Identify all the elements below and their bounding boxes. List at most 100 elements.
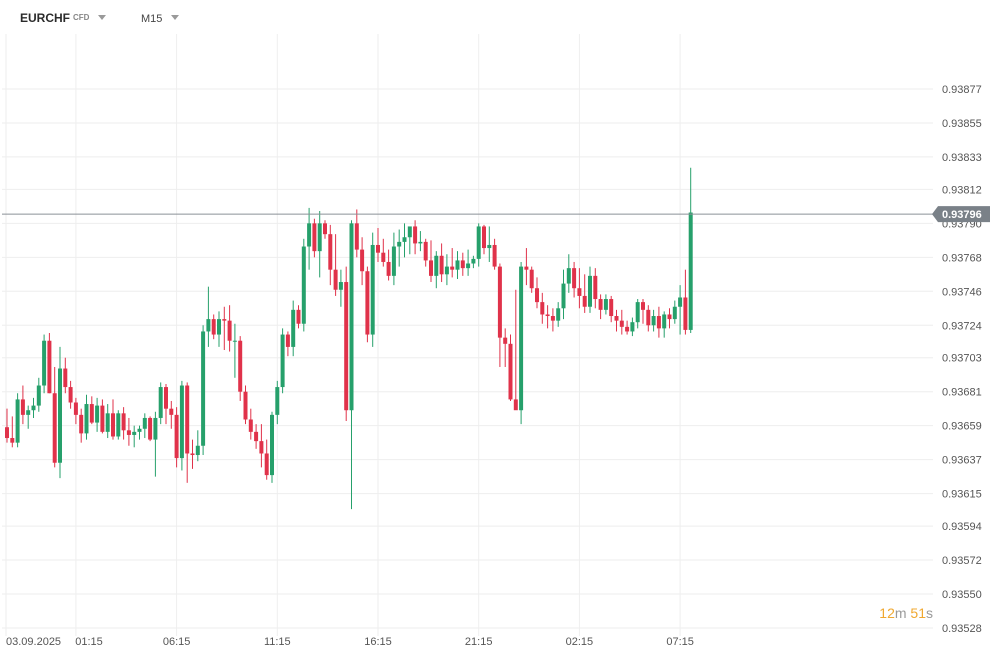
candle-body: [84, 404, 89, 434]
timeframe-label: M15: [141, 13, 163, 25]
candle-body: [561, 283, 566, 309]
symbol-selector[interactable]: EURCHF CFD: [20, 11, 107, 25]
candle-body: [63, 368, 68, 388]
candle-body: [471, 258, 476, 264]
grid: [2, 34, 933, 636]
candle-body: [42, 340, 47, 386]
y-tick-label: 0.93746: [942, 286, 982, 298]
y-tick-label: 0.93855: [942, 118, 982, 130]
candle-body: [641, 302, 645, 310]
candle-body: [217, 319, 221, 335]
candle-body: [476, 226, 481, 259]
candle-body: [227, 320, 232, 341]
candle-body: [370, 244, 375, 335]
candle-body: [238, 340, 243, 392]
x-tick-label: 06:15: [163, 636, 191, 648]
candle-body: [248, 419, 253, 432]
y-tick-label: 0.93659: [942, 421, 982, 433]
x-tick-label: 16:15: [364, 636, 392, 648]
candle-body: [36, 385, 41, 406]
candle-body: [26, 410, 31, 415]
candle-body: [434, 255, 439, 276]
candle-body: [206, 319, 211, 332]
candle-body: [550, 316, 555, 321]
candle-body: [354, 223, 359, 250]
candle-body: [386, 261, 391, 276]
candle-body: [190, 453, 195, 456]
candle-body: [360, 249, 365, 272]
candle-body: [137, 428, 142, 432]
candle-body: [5, 427, 9, 439]
y-tick-label: 0.93594: [942, 521, 982, 533]
y-tick-label: 0.93724: [942, 320, 982, 332]
candle-body: [148, 417, 153, 440]
candles: [5, 167, 693, 510]
candle-body: [323, 223, 327, 235]
candle-body: [174, 414, 179, 459]
candle-body: [577, 288, 582, 296]
candle-body: [20, 399, 25, 415]
y-tick-label: 0.93703: [942, 353, 982, 365]
y-tick-label: 0.93812: [942, 184, 982, 196]
candle-body: [79, 414, 84, 434]
candle-body: [333, 269, 338, 290]
candle-body: [572, 268, 577, 289]
timeframe-selector[interactable]: M15: [141, 13, 180, 25]
x-tick-label: 11:15: [264, 636, 291, 648]
candle-body: [285, 334, 290, 347]
candle-body: [683, 297, 688, 330]
candle-body: [158, 387, 163, 418]
candle-body: [588, 275, 592, 307]
candle-body: [492, 244, 497, 267]
candle-body: [391, 246, 396, 276]
candle-body: [232, 340, 237, 342]
candle-body: [296, 309, 301, 324]
candle-body: [646, 309, 651, 326]
y-tick-label: 0.93615: [942, 489, 982, 501]
candle-body: [243, 391, 248, 420]
y-tick-label: 0.93572: [942, 555, 982, 567]
countdown-minutes: 12: [879, 605, 895, 621]
candle-body: [487, 244, 492, 249]
candle-body: [275, 387, 280, 415]
candle-body: [338, 282, 343, 290]
candle-body: [678, 297, 683, 307]
candle-body: [598, 299, 603, 310]
countdown-seconds: 51: [910, 605, 926, 621]
price-axis[interactable]: 0.938770.938550.938330.938120.937900.937…: [942, 84, 982, 635]
candle-body: [164, 387, 168, 409]
candle-body: [222, 319, 227, 321]
candle-body: [89, 404, 94, 423]
candle-body: [68, 387, 73, 403]
candle-body: [105, 413, 110, 432]
candle-body: [365, 271, 370, 335]
candle-body: [407, 226, 412, 238]
candle-body: [423, 241, 428, 261]
candle-body: [513, 399, 518, 411]
y-tick-label: 0.93833: [942, 152, 982, 164]
current-price-tag: 0.93796: [932, 206, 990, 223]
time-axis[interactable]: 03.09.2025 01:15 06:15 11:15 16:15 21:15 02:15…: [6, 636, 694, 648]
countdown-seconds-unit: s: [926, 605, 933, 621]
candle-body: [524, 266, 529, 270]
x-tick-label: 21:15: [465, 636, 493, 648]
candle-countdown-timer: 12m 51s: [879, 605, 933, 621]
candle-body: [121, 413, 126, 431]
candle-body: [497, 266, 502, 338]
candle-body: [418, 241, 423, 244]
candle-body: [307, 223, 312, 247]
candle-body: [10, 438, 15, 443]
candle-body: [450, 266, 455, 270]
candle-body: [264, 453, 269, 476]
candle-body: [280, 334, 285, 388]
candle-body: [211, 319, 216, 335]
candle-body: [52, 393, 57, 463]
candle-body: [466, 263, 471, 269]
chart-toolbar: EURCHF CFD M15: [0, 0, 1002, 34]
candle-body: [656, 316, 661, 329]
candle-body: [593, 275, 598, 300]
candle-body: [100, 405, 105, 432]
candle-body: [169, 408, 174, 415]
